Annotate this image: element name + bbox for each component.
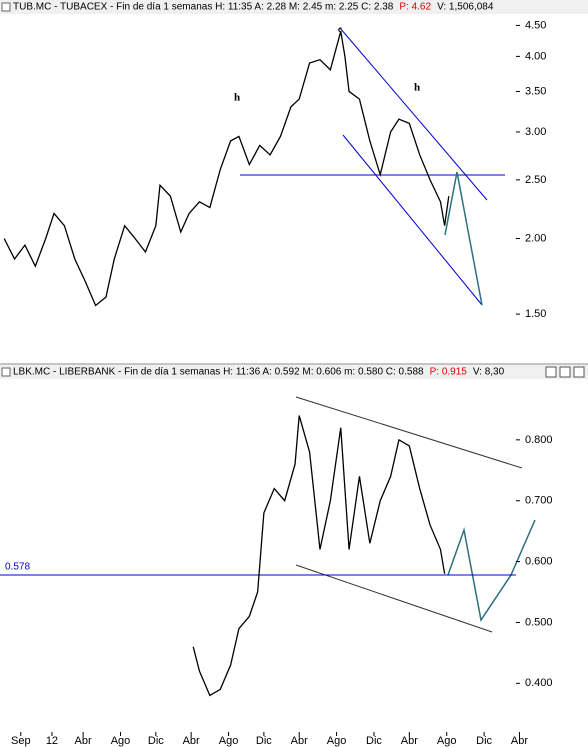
y-tick-label: 0.800	[525, 434, 553, 446]
price-label: P: 4.62	[399, 2, 431, 13]
x-tick-label: Dic	[476, 735, 492, 747]
drawings	[240, 27, 536, 633]
x-tick-label: Ago	[327, 735, 347, 747]
panel-icon	[1, 367, 11, 377]
panel-icon	[1, 2, 11, 12]
x-tick-label: Ago	[437, 735, 457, 747]
y-tick-label: 0.700	[525, 495, 553, 507]
maximize-button[interactable]	[559, 366, 571, 378]
x-tick-label: Abr	[183, 735, 200, 747]
x-tick-label: Abr	[511, 735, 528, 747]
panel-title: LBK.MC - LIBERBANK - Fin de día 1 semana…	[13, 367, 424, 378]
header-bar	[0, 365, 588, 379]
trend-line	[342, 134, 483, 306]
y-tick-label: 0.600	[525, 555, 553, 567]
y-tick-label: 0.400	[525, 677, 553, 689]
x-tick-label: Dic	[256, 735, 272, 747]
x-tick-label: Sep	[11, 735, 31, 747]
annotation: c	[338, 24, 342, 34]
trend-line	[295, 396, 523, 469]
y-tick-label: 2.00	[525, 232, 546, 244]
x-tick-label: Dic	[148, 735, 164, 747]
reference-label: 0.578	[5, 562, 30, 573]
x-tick-label: Dic	[366, 735, 382, 747]
x-tick-label: 12	[46, 735, 58, 747]
annotation: h	[234, 92, 240, 104]
minimize-button[interactable]	[545, 366, 557, 378]
projection-arrow	[447, 519, 536, 622]
trend-line	[339, 27, 488, 201]
projection-arrow	[444, 171, 483, 306]
volume-label: V: 8,30	[473, 367, 505, 378]
x-tick-label: Abr	[75, 735, 92, 747]
y-tick-label: 0.500	[525, 616, 553, 628]
volume-label: V: 1,506,084	[437, 2, 494, 13]
x-tick-label: Abr	[291, 735, 308, 747]
header-bar	[0, 0, 588, 14]
price-line	[3, 31, 450, 307]
trend-line	[295, 564, 493, 633]
window-buttons[interactable]	[545, 366, 585, 378]
x-tick-label: Abr	[401, 735, 418, 747]
y-tick-label: 2.50	[525, 174, 546, 186]
price-label: P: 0.915	[430, 367, 468, 378]
x-tick-label: Ago	[111, 735, 131, 747]
x-tick-label: Ago	[219, 735, 239, 747]
y-tick-label: 3.00	[525, 126, 546, 138]
y-tick-label: 4.50	[525, 19, 546, 31]
y-tick-label: 1.50	[525, 308, 546, 320]
price-line	[192, 415, 446, 697]
panel-title: TUB.MC - TUBACEX - Fin de día 1 semanas …	[13, 2, 394, 13]
annotation: h	[414, 82, 420, 94]
close-button[interactable]	[573, 366, 585, 378]
y-tick-label: 4.00	[525, 50, 546, 62]
y-tick-label: 3.50	[525, 85, 546, 97]
